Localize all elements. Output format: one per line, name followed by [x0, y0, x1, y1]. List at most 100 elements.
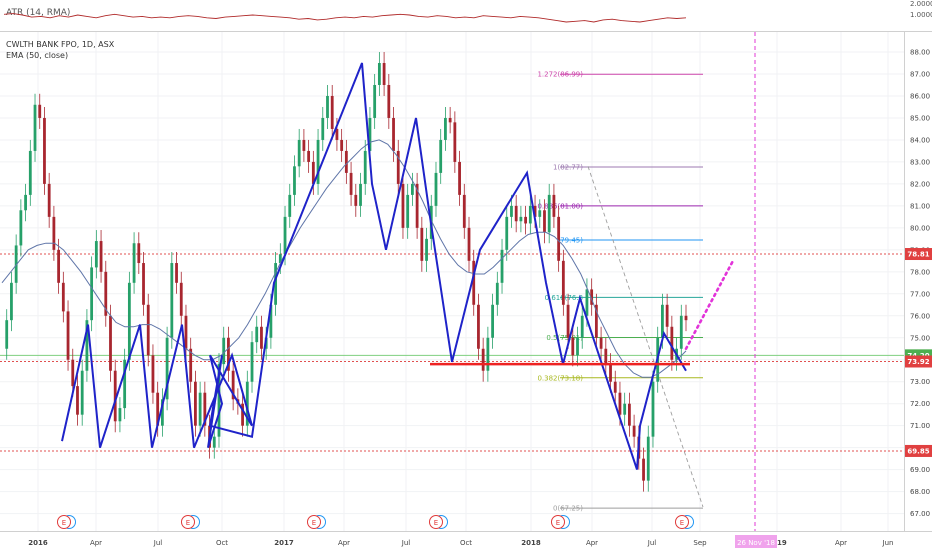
y-tick-label: 80.00 — [910, 224, 930, 232]
horizontal-levels — [0, 253, 904, 452]
candle-body — [500, 249, 504, 283]
candle-body — [340, 139, 344, 151]
candle-body — [198, 392, 202, 426]
candle-body — [373, 84, 377, 118]
candle-body — [255, 326, 259, 343]
candle-body — [599, 337, 603, 349]
fib-label: 0.886(81.00) — [537, 202, 583, 210]
candle-body — [387, 84, 391, 118]
earnings-event-marker[interactable]: E — [551, 515, 570, 529]
candle-body — [71, 359, 75, 387]
candle-body — [533, 205, 537, 217]
candle-body — [458, 161, 461, 195]
x-tick-label: 2016 — [28, 539, 48, 547]
candle-body — [293, 166, 296, 195]
candle-body — [194, 381, 197, 426]
y-tick-label: 76.00 — [910, 312, 930, 320]
candle-body — [274, 263, 277, 305]
candle-body — [165, 337, 169, 400]
candle-body — [594, 304, 598, 338]
level-badge-label: 69.85 — [907, 447, 929, 455]
earnings-event-marker[interactable]: E — [675, 515, 694, 529]
event-label: E — [312, 519, 316, 527]
candle-body — [137, 243, 141, 264]
candle-body — [571, 337, 575, 356]
candle-body — [543, 210, 546, 233]
level-badge — [905, 444, 932, 457]
candle-body — [28, 150, 32, 195]
time-axis[interactable]: 2016 Apr Jul Oct 2017 Apr Jul Oct 2018 Apr Jul Sep 2… — [0, 531, 932, 549]
x-tick-label: 2018 — [521, 539, 541, 547]
candle-body — [425, 238, 428, 261]
candle-body — [368, 117, 372, 151]
candle-body — [217, 364, 221, 437]
candle-body — [118, 408, 122, 422]
x-tick-label: Apr — [835, 539, 847, 547]
candle-body — [415, 183, 419, 228]
atr-line — [3, 13, 687, 23]
candle-body — [444, 117, 447, 140]
chart-subtitle: EMA (50, close) — [6, 51, 68, 60]
fib-label: 1(82.77) — [553, 163, 583, 171]
y-tick-label: 84.00 — [910, 136, 930, 144]
x-tick-label: 2019 — [767, 539, 787, 547]
level-badge — [905, 355, 932, 368]
y-tick-label: 68.00 — [910, 488, 930, 496]
earnings-event-marker[interactable]: E — [429, 515, 448, 529]
x-tick-label: Jul — [153, 539, 163, 547]
y-tick-label: 87.00 — [910, 71, 930, 79]
candle-body — [557, 216, 561, 261]
fib-label: 1.272(86.99) — [537, 71, 583, 79]
candle-body — [170, 263, 174, 338]
candle-body — [377, 63, 381, 85]
candle-body — [250, 342, 254, 382]
candle-body — [321, 117, 325, 140]
candle-body — [623, 403, 627, 415]
time-highlight-label: 26 Nov '18 — [737, 539, 775, 547]
earnings-event-marker[interactable]: E — [307, 515, 326, 529]
y-tick-label: 81.00 — [910, 202, 930, 210]
fibonacci-levels: 1.272(86.99) 1(82.77) 0.886(81.00) (79.45) 0… — [537, 71, 703, 513]
y-tick-label: 67.00 — [910, 510, 930, 518]
candle-body — [514, 205, 518, 222]
candle-body — [278, 254, 282, 264]
candle-body — [151, 355, 155, 393]
x-tick-label: Apr — [90, 539, 102, 547]
candle-body — [491, 304, 494, 338]
candle-body — [38, 104, 42, 118]
candle-body — [406, 194, 410, 228]
candle-body — [179, 282, 183, 316]
candle-body — [679, 315, 683, 349]
candle-body — [123, 359, 127, 409]
y-tick-label: 72.00 — [910, 400, 930, 408]
x-tick-label: Jul — [647, 539, 657, 547]
candle-body — [519, 216, 523, 222]
gridlines — [0, 32, 904, 531]
candle-body — [566, 304, 570, 338]
candle-body — [113, 370, 117, 422]
event-label: E — [556, 519, 560, 527]
level-badge-label: 73.92 — [907, 358, 929, 366]
atr-tick-2: 1.0000 — [910, 11, 932, 19]
candle-body — [127, 282, 131, 360]
candle-body — [580, 315, 584, 338]
earnings-event-marker[interactable]: E — [181, 515, 200, 529]
candle-body — [212, 436, 216, 448]
candle-body — [99, 241, 103, 272]
candle-body — [283, 216, 287, 255]
candle-body — [189, 348, 193, 382]
x-tick-label: Apr — [338, 539, 350, 547]
candle-body — [10, 282, 13, 321]
candle-body — [646, 436, 650, 481]
candle-body — [57, 249, 61, 283]
event-label: E — [186, 519, 190, 527]
candle-body — [52, 216, 56, 250]
candle-body — [302, 139, 306, 151]
earnings-event-marker[interactable]: E — [57, 515, 76, 529]
candle-body — [335, 128, 339, 140]
candle-body — [618, 392, 622, 415]
x-tick-label: Oct — [216, 539, 228, 547]
price-axis[interactable]: 67.0068.0069.0070.0071.0072.0073.0074.00… — [904, 32, 932, 531]
